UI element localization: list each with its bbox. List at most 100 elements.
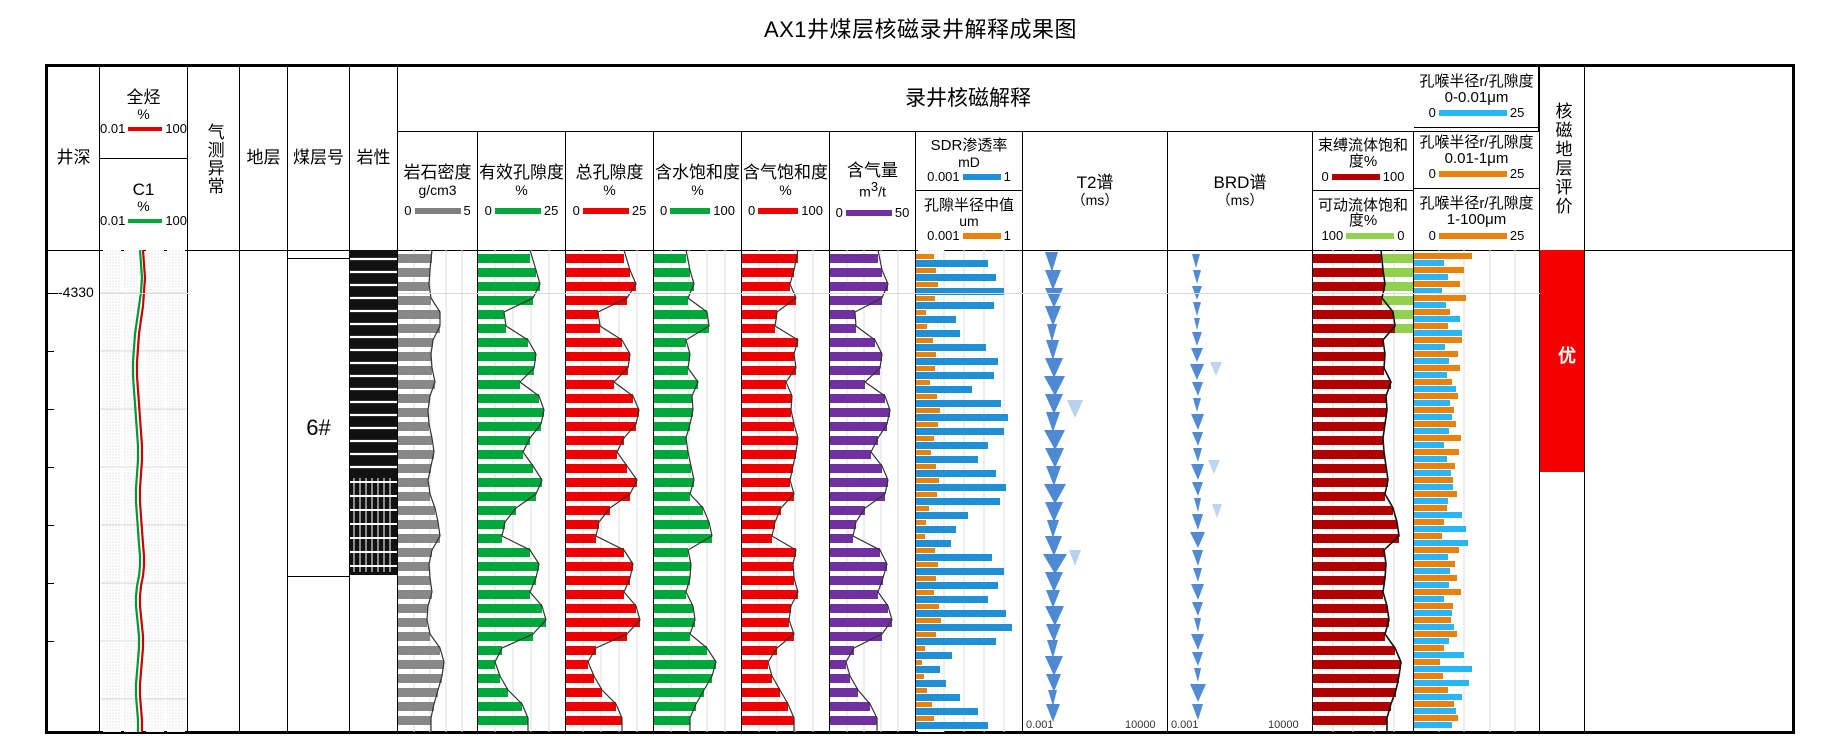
rock-density-svg	[398, 250, 463, 732]
header-coal-seam-no: 煤层号	[288, 67, 350, 250]
scale-min: 0.001	[927, 168, 960, 184]
header-pore-radius-median: 孔隙半径中值 um 0.001 1	[916, 191, 1023, 250]
header-c1-label: C1	[132, 179, 155, 199]
evaluation-block	[1540, 250, 1584, 472]
brd-axis-min: 0.001	[1171, 719, 1199, 731]
scale-min: 0	[660, 202, 668, 218]
body-gridline	[398, 293, 1540, 294]
header-throat-radius-001-1: 孔喉半径r/孔隙度 0.01-1μm 0 25	[1414, 128, 1540, 189]
t2-spectrum-svg: 0.001 10000	[1026, 252, 1156, 731]
header-throat-radius-0-001-label: 孔喉半径r/孔隙度	[1419, 72, 1534, 90]
header-group-nmr-label: 录井核磁解释	[905, 86, 1031, 110]
header-depth-label: 井深	[56, 148, 91, 168]
scale-min: 0.01	[100, 213, 126, 229]
throat-radius-svg	[1414, 250, 1516, 732]
header-total-porosity-unit: %	[603, 181, 616, 198]
header-brd-spectrum-unit: （ms）	[1216, 191, 1264, 208]
header-c1: C1 % 0.01 100	[100, 159, 188, 250]
track-t2-spectrum: 0.001 10000	[1023, 250, 1168, 732]
coal-seam-bottom-line	[288, 576, 349, 577]
scale-color-bar	[758, 207, 799, 214]
scale-min: 0	[1428, 166, 1436, 182]
scale-color-bar	[582, 207, 629, 214]
header-depth: 井深	[48, 67, 100, 250]
brd-axis-max: 10000	[1268, 719, 1299, 731]
header-irreducible-fluid: 束缚流体饱和度% 0 100	[1313, 132, 1414, 191]
header-group-nmr: 录井核磁解释	[398, 67, 1539, 132]
scale-max: 100	[713, 202, 735, 218]
body-gridline	[100, 293, 188, 294]
header-formation-label: 地层	[246, 148, 281, 168]
header-throat-radius-1-100-range: 1-100μm	[1446, 211, 1507, 229]
scale-min: 0.01	[100, 121, 126, 137]
gas-saturation-svg	[742, 250, 814, 732]
scale-sdr-permeability: 0.001 1	[927, 168, 1011, 184]
header-water-saturation: 含水饱和度 % 0 100	[654, 132, 742, 250]
table-right-inner-rule	[1584, 67, 1585, 732]
scale-max: 100	[165, 121, 188, 137]
scale-color-bar	[962, 173, 1001, 180]
scale-min: 0	[404, 202, 412, 218]
scale-color-bar	[128, 219, 163, 224]
scale-max: 1	[1003, 228, 1011, 244]
page-title: AX1井煤层核磁录井解释成果图	[763, 17, 1078, 42]
scale-color-bar	[845, 210, 892, 217]
fluid-saturation-svg	[1313, 250, 1413, 732]
scale-gas-content: 0 50	[836, 206, 910, 220]
header-gas-total-label: 全烃	[126, 87, 161, 107]
scale-color-bar	[1438, 232, 1507, 239]
water-saturation-svg	[654, 250, 726, 732]
header-rock-density-label: 岩石密度	[403, 163, 472, 183]
header-gas-anomaly-label: 气测异常	[204, 122, 224, 195]
header-throat-radius-0-001-range: 0-0.01μm	[1444, 88, 1509, 106]
header-rock-density-unit: g/cm3	[418, 181, 457, 198]
scale-min: 0	[484, 202, 492, 218]
header-throat-radius-1-100: 孔喉半径r/孔隙度 1-100μm 0 25	[1414, 189, 1540, 250]
header-sdr-permeability: SDR渗透率 mD 0.001 1	[916, 132, 1023, 191]
scale-color-bar	[414, 207, 461, 214]
header-t2-spectrum-label: T2谱	[1076, 173, 1114, 193]
header-gas-anomaly: 气测异常	[188, 67, 240, 250]
track-nmr-evaluation: 优	[1540, 250, 1584, 732]
coal-seam-top-line	[288, 258, 349, 259]
header-effective-porosity: 有效孔隙度 % 0 25	[478, 132, 566, 250]
scale-pore-radius-median: 0.001 1	[927, 229, 1011, 243]
track-gas-anomaly	[188, 250, 240, 732]
depth-tick	[48, 641, 54, 642]
scale-throat-radius-001-1: 0 25	[1429, 167, 1525, 181]
coal-seam-no-value: 6#	[306, 415, 331, 440]
lithology-svg	[350, 250, 397, 575]
header-throat-radius-001-1-range: 0.01-1μm	[1444, 149, 1509, 167]
scale-throat-radius-0-001: 0 25	[1429, 106, 1525, 120]
header-gas-content-unit: m3/t	[859, 179, 886, 200]
header-water-saturation-label: 含水饱和度	[655, 163, 740, 183]
depth-tick	[48, 525, 54, 526]
track-gas-saturation	[742, 250, 830, 732]
t2-axis-min: 0.001	[1026, 719, 1054, 731]
header-movable-fluid-label: 可动流体饱和度%	[1317, 196, 1408, 230]
header-effective-porosity-label: 有效孔隙度	[479, 163, 564, 183]
depth-tick	[48, 293, 58, 294]
brd-spectrum-svg: 0.001 10000	[1171, 254, 1299, 731]
track-gas-curves	[100, 250, 188, 732]
header-coal-seam-no-label: 煤层号	[293, 148, 344, 168]
scale-min: 0	[1321, 168, 1329, 184]
header-throat-radius-001-1-label: 孔喉半径r/孔隙度	[1419, 133, 1534, 151]
header-rock-density: 岩石密度 g/cm3 0 5	[398, 132, 478, 250]
scale-max: 50	[894, 205, 910, 221]
scale-min: 0	[835, 205, 843, 221]
total-porosity-svg	[566, 250, 641, 732]
scale-color-bar	[670, 207, 711, 214]
scale-max: 25	[631, 202, 647, 218]
track-formation	[240, 250, 288, 732]
scale-color-bar	[1331, 173, 1380, 180]
scale-color-bar	[1438, 171, 1507, 178]
scale-throat-radius-1-100: 0 25	[1429, 228, 1525, 243]
track-rock-density	[398, 250, 478, 732]
scale-rock-density: 0 5	[404, 202, 470, 218]
scale-gas-saturation: 0 100	[748, 203, 823, 218]
header-sdr-permeability-label: SDR渗透率	[930, 137, 1008, 155]
scale-max: 1	[1003, 168, 1011, 184]
scale-water-saturation: 0 100	[660, 202, 735, 218]
header-t2-spectrum-unit: （ms）	[1071, 191, 1119, 208]
